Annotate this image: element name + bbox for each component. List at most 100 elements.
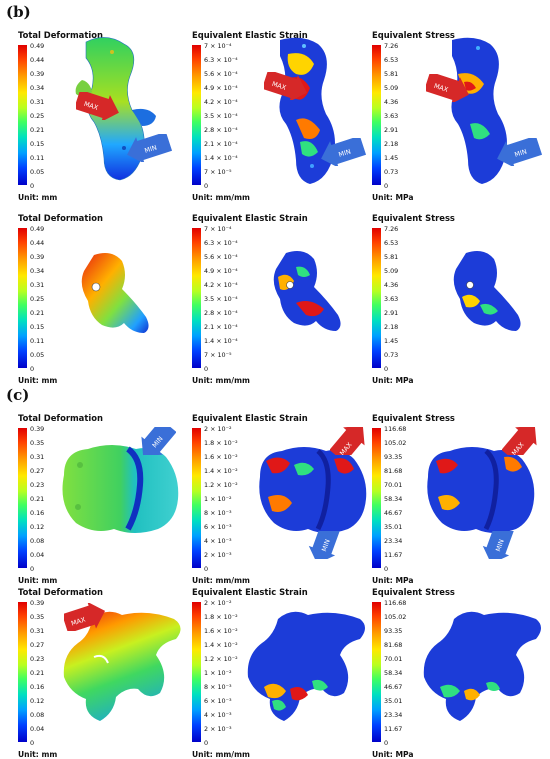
tick-label: 0.15 xyxy=(30,323,45,331)
tick-label: 0 xyxy=(384,182,389,190)
unit-label: Unit: mm/mm xyxy=(192,193,250,202)
panel-title: Total Deformation xyxy=(18,30,103,40)
tick-label: 6.3 × 10⁻⁴ xyxy=(204,239,238,247)
tick-label: 1.8 × 10⁻² xyxy=(204,613,238,621)
tick-label: 0.12 xyxy=(30,697,45,705)
tick-label: 0.39 xyxy=(30,425,45,433)
panel-c2-total-deformation: Total Deformation 0.39 0.35 0.31 0.27 0.… xyxy=(18,587,196,759)
tick-label: 116.68 xyxy=(384,425,407,433)
colorbar xyxy=(18,602,27,742)
tick-label: 2 × 10⁻² xyxy=(204,599,232,607)
unit-label: Unit: MPa xyxy=(372,576,414,585)
tick-label: 5.6 × 10⁻⁴ xyxy=(204,70,238,78)
panel-title: Equivalent Elastic Strain xyxy=(192,30,308,40)
tick-label: 0.31 xyxy=(30,98,45,106)
tick-label: 1.45 xyxy=(384,337,399,345)
min-arrow-marker: MIN xyxy=(141,427,176,455)
tick-label: 0 xyxy=(30,182,35,190)
unit-label: Unit: mm xyxy=(18,750,58,759)
colorbar-ticks: 2 × 10⁻² 1.8 × 10⁻² 1.6 × 10⁻² 1.4 × 10⁻… xyxy=(204,599,274,747)
tick-label: 46.67 xyxy=(384,509,403,517)
colorbar xyxy=(192,228,201,368)
tick-label: 2.1 × 10⁻⁴ xyxy=(204,140,238,148)
tick-label: 6.3 × 10⁻⁴ xyxy=(204,56,238,64)
tick-label: 0.08 xyxy=(30,711,45,719)
tick-label: 7.26 xyxy=(384,225,399,233)
tick-label: 35.01 xyxy=(384,523,403,531)
tick-label: 3.63 xyxy=(384,295,399,303)
tick-label: 1.6 × 10⁻² xyxy=(204,627,238,635)
panel-c1-equivalent-stress: Equivalent Stress 116.68 105.02 93.35 81… xyxy=(372,413,550,585)
tick-label: 58.34 xyxy=(384,669,403,677)
tick-label: 1.4 × 10⁻² xyxy=(204,467,238,475)
unit-label: Unit: mm/mm xyxy=(192,750,250,759)
tick-label: 23.34 xyxy=(384,711,403,719)
tick-label: 3.5 × 10⁻⁴ xyxy=(204,295,238,303)
tick-label: 105.02 xyxy=(384,613,407,621)
tick-label: 2.8 × 10⁻⁴ xyxy=(204,126,238,134)
tick-label: 93.35 xyxy=(384,453,403,461)
panel-title: Total Deformation xyxy=(18,587,103,597)
tick-label: 7 × 10⁻⁵ xyxy=(204,351,232,359)
tick-label: 0.23 xyxy=(30,655,45,663)
panel-b1-equivalent-stress: Equivalent Stress 7.26 6.53 5.81 5.09 4.… xyxy=(372,30,550,202)
tick-label: 0.35 xyxy=(30,439,45,447)
panel-title: Equivalent Stress xyxy=(372,213,455,223)
tick-label: 0.21 xyxy=(30,126,45,134)
colorbar-ticks: 0.39 0.35 0.31 0.27 0.23 0.21 0.16 0.12 … xyxy=(30,599,100,747)
section-label-c: (c) xyxy=(6,386,30,404)
tick-label: 0.08 xyxy=(30,537,45,545)
tick-label: 4.2 × 10⁻⁴ xyxy=(204,98,238,106)
colorbar xyxy=(372,45,381,185)
colorbar-ticks: 0.39 0.35 0.31 0.27 0.23 0.21 0.16 0.12 … xyxy=(30,425,100,573)
colorbar-ticks: 7 × 10⁻⁴ 6.3 × 10⁻⁴ 5.6 × 10⁻⁴ 4.9 × 10⁻… xyxy=(204,225,274,373)
tick-label: 4.9 × 10⁻⁴ xyxy=(204,84,238,92)
colorbar-ticks: 0.49 0.44 0.39 0.34 0.31 0.25 0.21 0.15 … xyxy=(30,42,100,190)
tick-label: 6.53 xyxy=(384,239,399,247)
tick-label: 0.05 xyxy=(30,351,45,359)
tick-label: 8 × 10⁻³ xyxy=(204,509,232,517)
panel-c2-equivalent-stress: Equivalent Stress 116.68 105.02 93.35 81… xyxy=(372,587,550,759)
max-arrow-marker: MAX xyxy=(502,427,537,455)
colorbar xyxy=(372,428,381,568)
tick-label: 93.35 xyxy=(384,627,403,635)
section-label-b: (b) xyxy=(6,3,31,21)
colorbar-ticks: 0.49 0.44 0.39 0.34 0.31 0.25 0.21 0.15 … xyxy=(30,225,100,373)
min-arrow-marker: MIN xyxy=(321,138,366,166)
max-arrow-marker: MAX xyxy=(64,603,106,631)
colorbar-ticks: 7.26 6.53 5.81 5.09 4.36 3.63 2.91 2.18 … xyxy=(384,42,454,190)
fem-model-strain xyxy=(273,251,341,331)
tick-label: 1.4 × 10⁻⁴ xyxy=(204,337,238,345)
tick-label: 11.67 xyxy=(384,725,403,733)
max-arrow-marker: MAX xyxy=(330,427,365,455)
tick-label: 1.6 × 10⁻² xyxy=(204,453,238,461)
colorbar xyxy=(372,602,381,742)
tick-label: 5.6 × 10⁻⁴ xyxy=(204,253,238,261)
tick-label: 0.21 xyxy=(30,495,45,503)
tick-label: 2.1 × 10⁻⁴ xyxy=(204,323,238,331)
tick-label: 105.02 xyxy=(384,439,407,447)
tick-label: 0.44 xyxy=(30,56,45,64)
tick-label: 0.11 xyxy=(30,337,45,345)
tick-label: 0.16 xyxy=(30,683,45,691)
tick-label: 2.18 xyxy=(384,323,399,331)
tick-label: 0 xyxy=(204,565,209,573)
tick-label: 0.35 xyxy=(30,613,45,621)
tick-label: 0.34 xyxy=(30,267,45,275)
colorbar-ticks: 2 × 10⁻² 1.8 × 10⁻² 1.6 × 10⁻² 1.4 × 10⁻… xyxy=(204,425,274,573)
tick-label: 3.5 × 10⁻⁴ xyxy=(204,112,238,120)
unit-label: Unit: mm xyxy=(18,193,58,202)
min-arrow-marker: MIN xyxy=(482,531,515,559)
tick-label: 0.39 xyxy=(30,70,45,78)
fem-model-stress xyxy=(451,37,507,184)
tick-label: 46.67 xyxy=(384,683,403,691)
panel-title: Equivalent Stress xyxy=(372,30,455,40)
tick-label: 7 × 10⁻⁴ xyxy=(204,42,232,50)
colorbar xyxy=(18,45,27,185)
tick-label: 4.2 × 10⁻⁴ xyxy=(204,281,238,289)
tick-label: 1 × 10⁻² xyxy=(204,495,232,503)
fem-model-stress xyxy=(427,447,535,533)
tick-label: 0.04 xyxy=(30,551,45,559)
tick-label: 0.12 xyxy=(30,523,45,531)
tick-label: 0.23 xyxy=(30,481,45,489)
